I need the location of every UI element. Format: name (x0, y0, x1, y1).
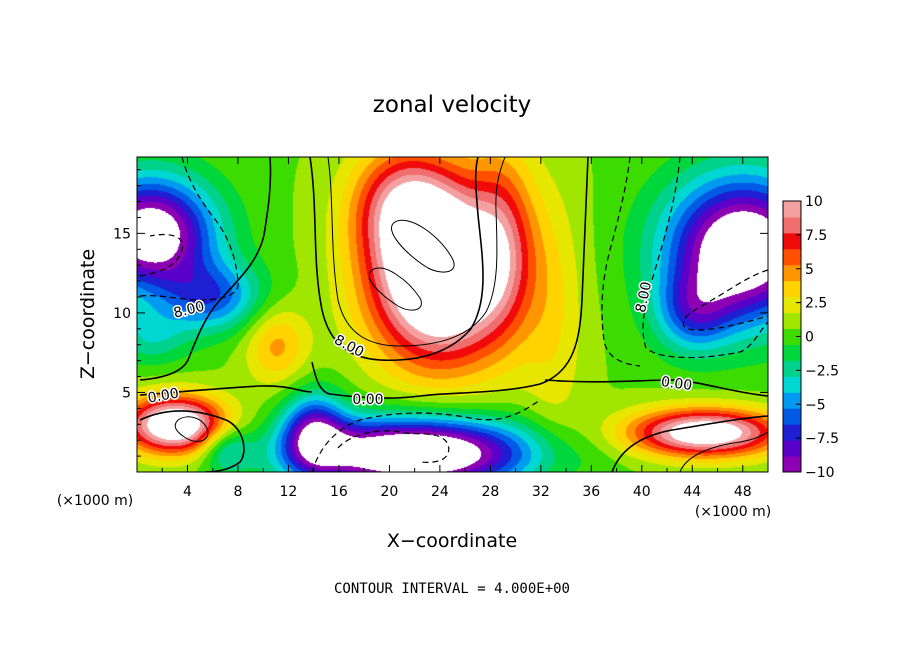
x-tick-label: 24 (431, 484, 449, 500)
colorbar-swatch (783, 280, 801, 298)
colorbar-tick-label: −5 (805, 397, 826, 413)
contour-line (139, 233, 184, 277)
colorbar-tick-label: −7.5 (805, 431, 839, 447)
x-axis-label: X−coordinate (387, 530, 517, 552)
x-tick-label: 16 (330, 484, 348, 500)
contour-line (327, 157, 506, 347)
contour-line (679, 431, 768, 472)
contour-line (309, 157, 484, 362)
contour-line (311, 399, 541, 472)
colorbar-tick-label: −10 (805, 465, 835, 481)
contour-line (337, 430, 450, 463)
contour-line (544, 379, 768, 397)
contour-line (139, 157, 239, 301)
y-axis-ticks: 5 10 15 (113, 169, 768, 457)
heatmap-raster (137, 157, 768, 472)
contour-line (601, 157, 641, 367)
contour-label: 0.00 (352, 392, 383, 408)
contour-line (391, 219, 455, 273)
contour-line (682, 269, 768, 331)
x-tick-label: 4 (183, 484, 192, 500)
colorbar-swatch (783, 440, 801, 457)
contour-line (311, 157, 589, 399)
contour-line (174, 416, 209, 442)
x-tick-label: 40 (633, 484, 651, 500)
y-tick-label: 15 (113, 226, 131, 242)
colorbar-tick-label: 10 (805, 194, 823, 210)
colorbar-swatch (783, 376, 801, 393)
colorbar-swatch (783, 408, 801, 425)
y-tick-label: 10 (113, 306, 131, 322)
colorbar-tick-label: 5 (805, 262, 814, 278)
colorbar: 10 7.5 5 2.5 0 −2.5 −5 −7.5 −10 (782, 194, 839, 481)
y-axis-label: Z−coordinate (77, 249, 99, 379)
x-tick-label: 32 (532, 484, 550, 500)
colorbar-swatch (783, 344, 801, 361)
colorbar-swatch (783, 201, 801, 218)
contour-line (139, 410, 245, 472)
contour-line (642, 157, 768, 359)
x-unit-label-right: (×1000 m) (695, 504, 771, 520)
colorbar-tick-label: 7.5 (805, 228, 827, 244)
colorbar-swatch (783, 232, 801, 250)
x-unit-label-left: (×1000 m) (57, 493, 133, 509)
colorbar-swatch (783, 392, 801, 409)
x-tick-label: 20 (380, 484, 398, 500)
x-tick-label: 28 (481, 484, 499, 500)
contour-line (139, 157, 272, 381)
colorbar-tick-label: −2.5 (805, 363, 839, 379)
contour-line (139, 385, 313, 396)
contour-label: 0.00 (660, 374, 693, 394)
contour-lines (139, 157, 768, 472)
x-tick-label: 8 (233, 484, 242, 500)
x-axis-ticks: 4 8 12 16 20 24 28 32 36 40 44 48 (161, 157, 752, 500)
colorbar-swatch (783, 360, 801, 377)
colorbar-swatch (783, 312, 801, 330)
colorbar-swatch (783, 264, 801, 282)
contour-line (369, 267, 422, 311)
colorbar-swatch (783, 328, 801, 345)
colorbar-tick-label: 0 (805, 330, 814, 346)
colorbar-tick-label: 2.5 (805, 296, 827, 312)
contour-interval-note: CONTOUR INTERVAL = 4.000E+00 (334, 581, 570, 597)
colorbar-swatch (783, 456, 801, 473)
colorbar-swatch (783, 296, 801, 314)
velocity-field (137, 157, 768, 472)
colorbar-swatch (783, 248, 801, 266)
x-tick-label: 12 (280, 484, 298, 500)
y-tick-label: 5 (122, 385, 131, 401)
colorbar-swatch (783, 424, 801, 441)
x-tick-label: 48 (734, 484, 752, 500)
contour-line (611, 415, 768, 472)
x-tick-label: 36 (582, 484, 600, 500)
x-tick-label: 44 (683, 484, 701, 500)
colorbar-swatch (783, 216, 801, 234)
plot-frame (136, 156, 769, 473)
chart-title: zonal velocity (373, 92, 531, 118)
